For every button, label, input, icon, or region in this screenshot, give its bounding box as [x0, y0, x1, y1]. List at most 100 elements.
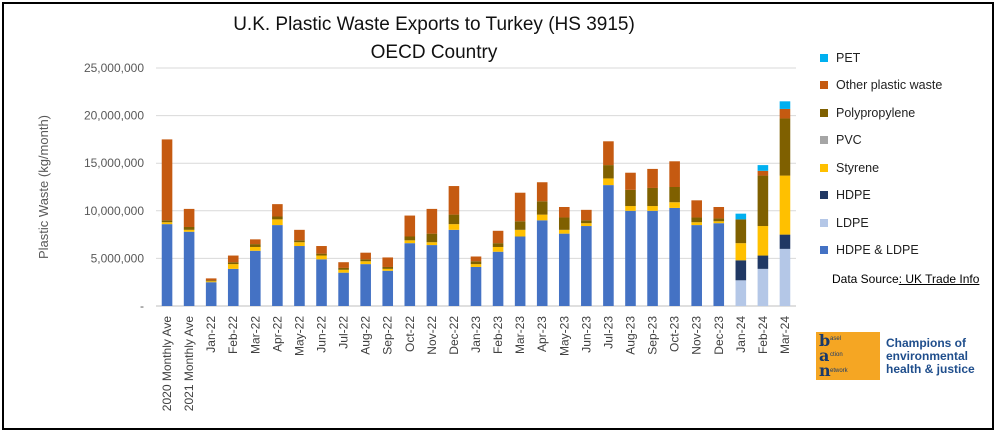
x-tick-label: Jan-24 — [734, 316, 748, 353]
bar-segment — [161, 139, 173, 221]
bar-segment — [779, 108, 791, 119]
bar-segment — [448, 229, 460, 306]
bar-segment — [713, 221, 725, 224]
bar-segment — [492, 230, 504, 244]
x-tick-label: Nov-23 — [690, 316, 704, 355]
x-tick-label: Jul-23 — [601, 316, 615, 349]
bar-segment — [360, 261, 371, 265]
bar-segment — [757, 268, 769, 306]
bar-segment — [647, 206, 658, 211]
bar-segment — [360, 252, 371, 260]
data-source-link[interactable]: : UK Trade Info — [898, 272, 980, 286]
legend-item: PET — [820, 44, 990, 72]
ban-tagline-line: health & justice — [886, 362, 975, 376]
bar-segment — [735, 219, 747, 244]
x-tick-label: Dec-23 — [712, 316, 726, 355]
bar-segment — [581, 223, 592, 227]
bar-segment — [735, 260, 747, 281]
bar-segment — [514, 236, 526, 306]
legend-item: HDPE — [820, 182, 990, 210]
bar-segment — [250, 239, 261, 245]
bar-segment — [713, 223, 725, 306]
bar-segment — [161, 224, 173, 306]
bar-segment — [669, 187, 680, 203]
bar-segment — [536, 201, 548, 215]
bar-segment — [338, 267, 349, 270]
bar-segment — [603, 178, 614, 186]
bar-segment — [492, 243, 504, 247]
legend-label: HDPE — [836, 188, 871, 203]
bar-segment — [735, 213, 747, 220]
bar-segment — [492, 251, 504, 306]
bar-segment — [294, 240, 305, 243]
x-tick-label: Jun-22 — [315, 316, 329, 353]
bar-segment — [272, 219, 283, 226]
legend-swatch — [820, 246, 828, 255]
legend-label: PVC — [836, 133, 862, 148]
bar-segment — [426, 245, 438, 306]
x-tick-label: Dec-22 — [447, 316, 461, 355]
bar-segment — [757, 175, 769, 227]
ban-letter-a: a — [819, 346, 830, 365]
bar-segment — [161, 220, 173, 223]
bar-segment — [669, 202, 680, 208]
bar-segment — [647, 187, 658, 207]
x-tick-label: Apr-23 — [535, 316, 549, 352]
bar-segment — [691, 222, 702, 226]
bar-segment — [757, 165, 769, 171]
bar-segment — [536, 214, 548, 221]
bar-segment — [338, 269, 349, 273]
bar-segment — [492, 246, 504, 252]
ban-word-action: ction — [830, 352, 843, 358]
bar-segment — [603, 141, 614, 166]
bar-segment — [272, 216, 283, 220]
legend-swatch — [820, 108, 828, 117]
bar-segment — [470, 261, 482, 265]
bar-segment — [536, 182, 548, 202]
bar-segment — [470, 256, 482, 262]
bar-segment — [669, 161, 680, 187]
bar-segment — [360, 264, 371, 306]
bar-segment — [404, 236, 416, 241]
bar-segment — [581, 220, 592, 224]
bar-segment — [227, 264, 239, 269]
chart-legend: PET Other plastic waste Polypropylene PVC St… — [820, 44, 990, 264]
bar-segment — [735, 280, 747, 306]
y-tick-label: 15,000,000 — [84, 156, 144, 170]
x-tick-label: Aug-23 — [623, 316, 637, 355]
bar-segment — [625, 189, 636, 207]
bar-segment — [625, 206, 636, 211]
bar-segment — [404, 215, 416, 237]
bar-segment — [250, 250, 261, 306]
bar-segment — [713, 218, 725, 222]
legend-swatch — [820, 53, 828, 62]
x-tick-label: Oct-22 — [403, 316, 417, 352]
x-tick-label: 2020 Monthly Ave — [160, 316, 174, 412]
bar-segment — [514, 221, 526, 230]
bar-segment — [558, 233, 570, 306]
ban-tagline-line: Champions of — [886, 336, 966, 350]
bar-segment — [514, 229, 526, 237]
bar-segment — [625, 210, 636, 306]
bar-segment — [183, 231, 195, 306]
y-tick-label: 10,000,000 — [84, 204, 144, 218]
bar-segment — [404, 243, 416, 306]
bar-segment — [250, 246, 261, 251]
legend-swatch — [820, 136, 828, 145]
x-tick-label: Jan-23 — [469, 316, 483, 353]
bar-segment — [779, 234, 791, 249]
bar-segment — [779, 248, 791, 306]
bar-segment — [382, 257, 394, 267]
x-tick-label: 2021 Monthly Ave — [182, 316, 196, 412]
bar-segment — [470, 266, 482, 306]
chart-frame: - 5,000,000 10,000,000 15,000,000 20,000,000… — [2, 2, 994, 430]
y-axis-label: Plastic Waste (kg/month) — [36, 115, 51, 259]
bar-segment — [338, 262, 349, 268]
bar-segment — [205, 281, 217, 283]
x-tick-label: Sep-22 — [381, 316, 395, 355]
bar-segment — [227, 268, 239, 306]
bar-segment — [779, 175, 791, 235]
ban-word-network: etwork — [830, 368, 848, 374]
bar-segment — [404, 240, 416, 244]
bar-segment — [691, 217, 702, 223]
